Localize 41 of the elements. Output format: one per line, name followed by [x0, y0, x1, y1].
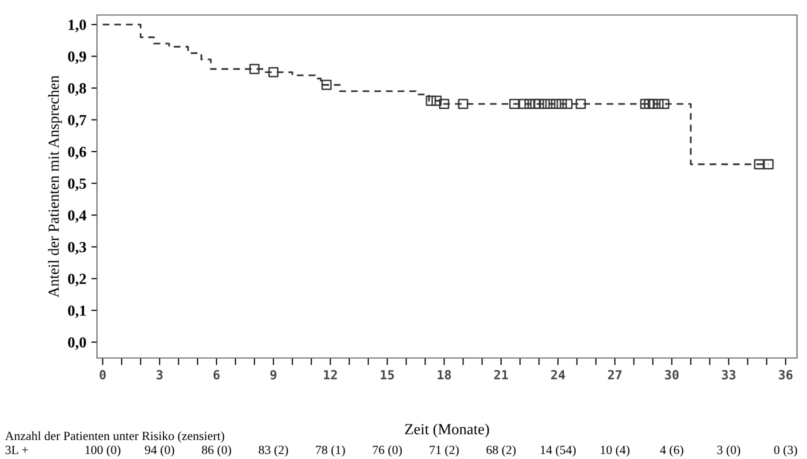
- x-tick-label: 9: [270, 370, 276, 380]
- y-tick-label: 1,0: [68, 20, 86, 32]
- y-tick-label: 0,5: [68, 178, 86, 191]
- x-tick-label: 3: [156, 370, 163, 380]
- text: 71 (2): [430, 445, 459, 457]
- x-tick-label: 30: [665, 370, 679, 380]
- text: 3 (0): [717, 445, 740, 457]
- text: 14 (54): [540, 445, 576, 457]
- y-tick-label: 0,9: [68, 51, 86, 64]
- text: 100 (0): [86, 445, 120, 457]
- x-tick-label: 21: [494, 370, 508, 380]
- x-tick-label: 6: [214, 370, 220, 380]
- text: 76 (0): [372, 445, 402, 457]
- text: 78 (1): [316, 445, 345, 457]
- text: 68 (2): [486, 445, 516, 457]
- y-tick-label: 0,6: [68, 146, 86, 160]
- x-tick-label: 36: [778, 370, 792, 380]
- y-tick-label: 0,0: [68, 337, 86, 350]
- text: 83 (2): [258, 445, 288, 457]
- y-tick-label: 0,3: [68, 242, 86, 255]
- text: 94 (0): [144, 445, 174, 457]
- x-tick-label: 33: [722, 370, 736, 380]
- x-axis-title: Zeit (Monate): [405, 424, 489, 438]
- text: 4 (6): [660, 445, 684, 457]
- y-tick-label: 0,7: [68, 114, 86, 128]
- text: 86 (0): [202, 445, 232, 457]
- text: 0 (3): [774, 445, 798, 457]
- text: Anzahl der Patienten unter Risiko (zensiert): [5, 431, 224, 443]
- y-tick-label: 0,4: [68, 210, 86, 223]
- text: 10 (4): [600, 445, 630, 457]
- x-tick-label: 15: [380, 370, 394, 380]
- x-tick-label: 24: [551, 370, 565, 380]
- text: 3L +: [6, 446, 28, 454]
- x-tick-label: 27: [608, 370, 622, 380]
- y-tick-label: 0,8: [68, 83, 86, 96]
- x-tick-label: 12: [324, 370, 337, 380]
- y-axis-title: Anteil der Patienten mit Ansprechen: [48, 76, 62, 298]
- y-tick-label: 0,2: [68, 274, 86, 286]
- x-tick-label: 0: [100, 370, 106, 380]
- y-tick-label: 0,1: [68, 306, 86, 318]
- x-tick-label: 18: [438, 370, 451, 380]
